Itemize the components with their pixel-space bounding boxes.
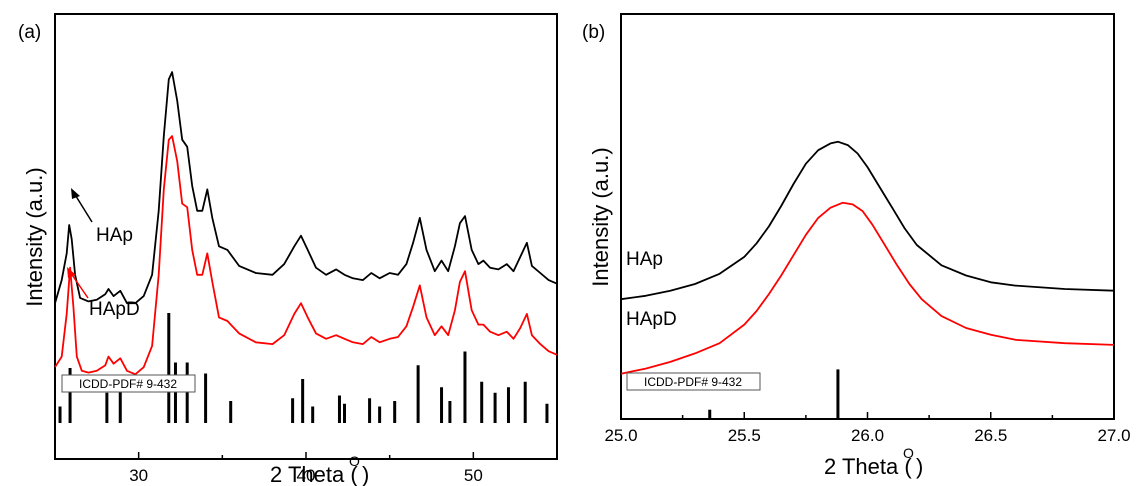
x-tick-label: 50	[464, 466, 483, 485]
panel-a-hapd-label: HApD	[89, 299, 140, 320]
x-tick-label: 27.0	[1097, 426, 1130, 445]
x-tick-label: 26.0	[851, 426, 884, 445]
panel-a-hapd-arrow	[69, 271, 89, 299]
panel-b-xlabel-sup: O	[903, 445, 914, 461]
hapd-line	[620, 201, 1115, 375]
panel-a-reference-legend: ICDD-PDF# 9-432	[61, 374, 196, 393]
panel-a-x-ticks: 30 40 50	[129, 452, 558, 485]
panel-b-xlabel-main: 2 Theta (	[824, 454, 912, 479]
panel-b-reference-box	[626, 372, 761, 391]
hap-line	[620, 140, 1115, 301]
x-tick-label: 25.0	[604, 426, 637, 445]
hapd-line	[54, 135, 558, 376]
panel-b-hapd-label: HApD	[626, 309, 677, 330]
panel-b-ylabel: Intensity (a.u.)	[588, 147, 613, 286]
panel-a-reference-label: ICDD-PDF# 9-432	[79, 377, 177, 391]
panel-a-reference-box	[61, 374, 196, 393]
panel-a: (a) Intensity (a.u.) 2 Theta ( O ) 30 40 5…	[18, 13, 558, 486]
panel-a-xlabel-main: 2 Theta (	[270, 462, 358, 486]
panel-b-x-ticks: 25.0 25.5 26.0 26.5 27.0	[604, 412, 1131, 445]
x-tick-label: 26.5	[974, 426, 1007, 445]
panel-a-hapd-arrowhead	[67, 267, 76, 278]
panel-a-xlabel-sup: O	[349, 453, 360, 469]
panel-b-xlabel: 2 Theta ( O )	[824, 445, 923, 479]
panel-a-series	[54, 71, 558, 376]
panel-b-label: (b)	[582, 22, 605, 43]
panel-a-hap-label: HAp	[96, 225, 133, 246]
panel-a-label: (a)	[18, 22, 41, 43]
panel-b: (b) Intensity (a.u.) 2 Theta ( O ) 25.0 2…	[582, 13, 1131, 479]
panel-b-hap-label: HAp	[626, 249, 663, 270]
panel-b-reference-legend: ICDD-PDF# 9-432	[626, 372, 761, 391]
hap-line	[54, 71, 558, 305]
panel-a-xlabel-end: )	[362, 462, 369, 486]
panel-a-hap-arrow	[73, 192, 93, 223]
panel-a-annotation-hapd: HApD	[67, 267, 140, 320]
panel-a-reference-peaks	[58, 313, 549, 423]
panel-b-series	[620, 140, 1115, 375]
x-tick-label: 40	[297, 466, 316, 485]
panel-a-xlabel: 2 Theta ( O )	[270, 453, 369, 486]
panel-b-reference-peaks	[708, 369, 840, 419]
panel-b-xlabel-end: )	[916, 454, 923, 479]
panel-a-ylabel: Intensity (a.u.)	[22, 167, 47, 306]
x-tick-label: 30	[129, 466, 148, 485]
panel-a-hap-arrowhead	[71, 188, 80, 199]
panel-b-reference-label: ICDD-PDF# 9-432	[644, 375, 742, 389]
panel-a-annotation-hap: HAp	[71, 188, 133, 246]
x-tick-label: 25.5	[728, 426, 761, 445]
